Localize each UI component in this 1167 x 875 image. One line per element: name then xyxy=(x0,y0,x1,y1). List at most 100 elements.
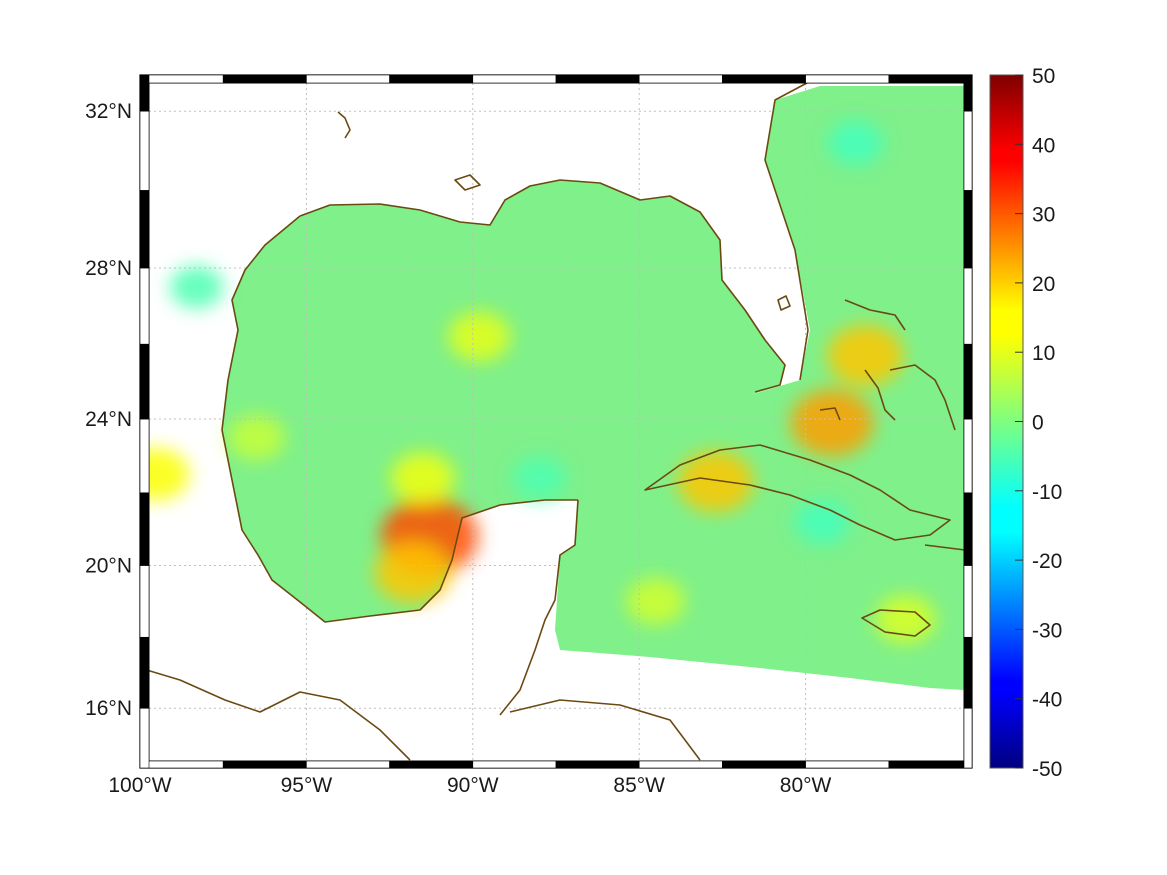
y-tick-label: 32°N xyxy=(85,100,132,123)
bahamas-island-3 xyxy=(889,364,956,431)
anomaly-layer xyxy=(149,120,936,644)
frame-segment xyxy=(139,492,150,566)
colorbar-tick-label: -10 xyxy=(1032,481,1062,504)
frame-segment xyxy=(888,760,973,769)
colorbar-tick-label: 30 xyxy=(1032,204,1055,227)
frame-segment xyxy=(963,565,973,638)
bahamas-island-2 xyxy=(864,369,896,421)
x-tick-label: 80°W xyxy=(780,774,832,797)
anomaly-blob xyxy=(875,595,936,644)
y-tick-labels: 16°N 20°N 24°N 28°N 32°N xyxy=(85,100,132,720)
frame-segment xyxy=(472,74,557,84)
frame-segment xyxy=(963,267,973,345)
frame-segment xyxy=(805,760,890,769)
anomaly-blob xyxy=(169,265,224,309)
frame-segment xyxy=(139,190,150,269)
frame-segment xyxy=(555,760,640,769)
frame-segment xyxy=(222,760,307,769)
colorbar-tick-label: -20 xyxy=(1032,550,1062,573)
colorbar-tick-label: 20 xyxy=(1032,273,1055,296)
anomaly-blob xyxy=(827,120,884,166)
frame-segment xyxy=(139,74,224,84)
yucatan-east-coast xyxy=(499,499,579,716)
map-frame xyxy=(139,74,973,769)
central-america-pacific-coast xyxy=(139,667,411,761)
honduras-coast xyxy=(509,699,701,761)
frame-segment xyxy=(389,760,474,769)
lake-pontchartrain xyxy=(454,174,481,191)
anomaly-blob xyxy=(374,542,452,604)
y-tick-label: 20°N xyxy=(85,554,132,577)
frame-segment xyxy=(888,74,973,84)
frame-segment xyxy=(805,74,890,84)
grid-lines xyxy=(149,83,964,761)
colorbar-tick-label: 40 xyxy=(1032,134,1055,157)
frame-segment xyxy=(722,760,806,769)
colorbar-tick-label: -40 xyxy=(1032,689,1062,712)
frame-segment xyxy=(722,74,806,84)
frame-segment xyxy=(139,343,150,420)
frame-segment xyxy=(139,760,224,769)
anomaly-blob xyxy=(390,452,456,504)
x-tick-label: 100°W xyxy=(108,774,171,797)
colorbar: 50 40 30 20 10 0 -10 -20 -30 -40 -50 xyxy=(989,65,1062,781)
frame-segment xyxy=(139,110,150,191)
x-tick-label: 90°W xyxy=(447,774,499,797)
hispaniola-outline xyxy=(924,544,966,551)
frame-segment xyxy=(963,636,973,709)
frame-segment xyxy=(139,707,150,769)
colorbar-tick-label: -30 xyxy=(1032,619,1062,642)
colorbar-tick-label: -50 xyxy=(1032,758,1062,781)
anomaly-blob xyxy=(149,448,190,501)
frame-segment xyxy=(963,343,973,420)
frame-segment xyxy=(222,74,307,84)
x-tick-label: 95°W xyxy=(281,774,333,797)
frame-segment xyxy=(963,418,973,494)
map-area xyxy=(139,74,973,769)
frame-segment xyxy=(963,707,973,769)
anomaly-blob xyxy=(626,577,686,626)
lake-okeechobee xyxy=(777,295,791,311)
y-tick-label: 28°N xyxy=(85,257,132,280)
mexico-coast xyxy=(221,215,578,623)
bahamas-island-1 xyxy=(844,299,906,331)
frame-segment xyxy=(555,74,640,84)
anomaly-blob xyxy=(448,311,511,362)
frame-segment xyxy=(139,74,150,112)
y-tick-label: 24°N xyxy=(85,408,132,431)
jamaica-outline xyxy=(861,609,931,637)
frame-segment xyxy=(139,636,150,709)
anomaly-blob xyxy=(677,451,754,513)
coastlines xyxy=(139,75,966,761)
frame-segment xyxy=(139,565,150,638)
frame-segment xyxy=(139,418,150,494)
frame-segment xyxy=(638,74,723,84)
colorbar-tick-label: 50 xyxy=(1032,65,1055,88)
anomaly-blob xyxy=(512,456,567,500)
texas-islet xyxy=(337,111,351,139)
anomaly-blob xyxy=(794,499,850,545)
florida-east-coast xyxy=(764,75,821,381)
frame-segment xyxy=(963,190,973,269)
x-tick-labels: 100°W 95°W 90°W 85°W 80°W xyxy=(108,774,831,797)
anomaly-blob xyxy=(227,414,286,461)
bahamas-island-4 xyxy=(819,407,841,421)
cuba-outline xyxy=(644,444,951,541)
colorbar-ticks: 50 40 30 20 10 0 -10 -20 -30 -40 -50 xyxy=(1015,65,1062,781)
frame-segment xyxy=(963,74,973,112)
colorbar-tick-label: 10 xyxy=(1032,342,1055,365)
y-tick-label: 16°N xyxy=(85,697,132,720)
frame-segment xyxy=(963,492,973,566)
anomaly-blob xyxy=(790,389,874,457)
frame-segment xyxy=(963,110,973,191)
frame-segment xyxy=(139,267,150,345)
frame-segment xyxy=(306,760,390,769)
gulf-coast-outline xyxy=(299,179,786,393)
frame-segment xyxy=(472,760,557,769)
x-tick-label: 85°W xyxy=(613,774,665,797)
frame-segment xyxy=(306,74,390,84)
frame-segment xyxy=(389,74,474,84)
colorbar-tick-label: 0 xyxy=(1032,412,1044,435)
anomaly-blob xyxy=(827,324,904,387)
